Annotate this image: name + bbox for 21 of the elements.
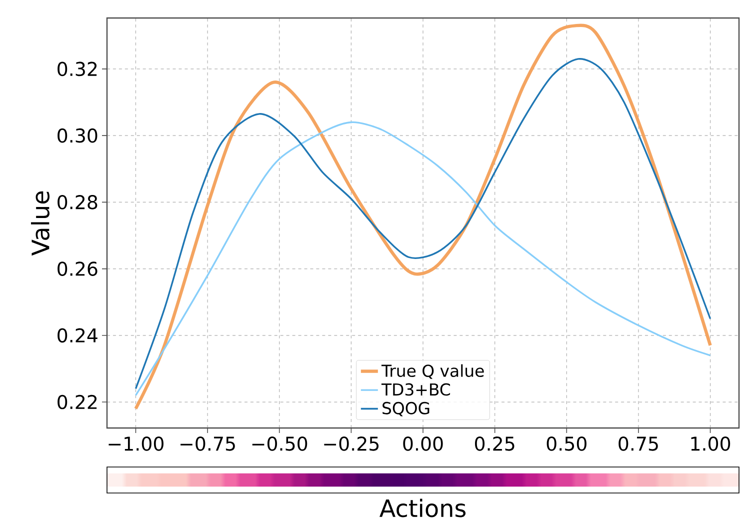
- x-tick-label: 0.75: [618, 436, 658, 451]
- x-tick-label: 0.50: [546, 436, 586, 451]
- y-tick-label: 0.30: [58, 128, 98, 143]
- x-tick-label: −1.00: [108, 436, 164, 451]
- x-tick-label: 0.25: [475, 436, 514, 451]
- y-tick-label: 0.32: [58, 62, 97, 76]
- x-tick-label: 1.00: [691, 436, 730, 451]
- y-axis-title: Value: [31, 191, 50, 256]
- line-series: [134, 121, 712, 396]
- y-tick-label: 0.28: [58, 195, 98, 210]
- legend-label: SQOG: [382, 402, 430, 416]
- y-tick-label: 0.22: [58, 394, 97, 410]
- legend-label: True Q value: [381, 364, 484, 379]
- x-tick-label: −0.75: [180, 436, 235, 451]
- y-tick-label: 0.24: [58, 328, 98, 343]
- x-tick-label: −0.50: [252, 436, 308, 451]
- legend-label: TD3+BC: [381, 383, 450, 396]
- x-tick-label: −0.25: [324, 436, 379, 451]
- y-tick-label: 0.26: [58, 262, 98, 276]
- x-axis-title: Actions: [380, 498, 466, 518]
- x-tick-label: 0.00: [403, 436, 443, 451]
